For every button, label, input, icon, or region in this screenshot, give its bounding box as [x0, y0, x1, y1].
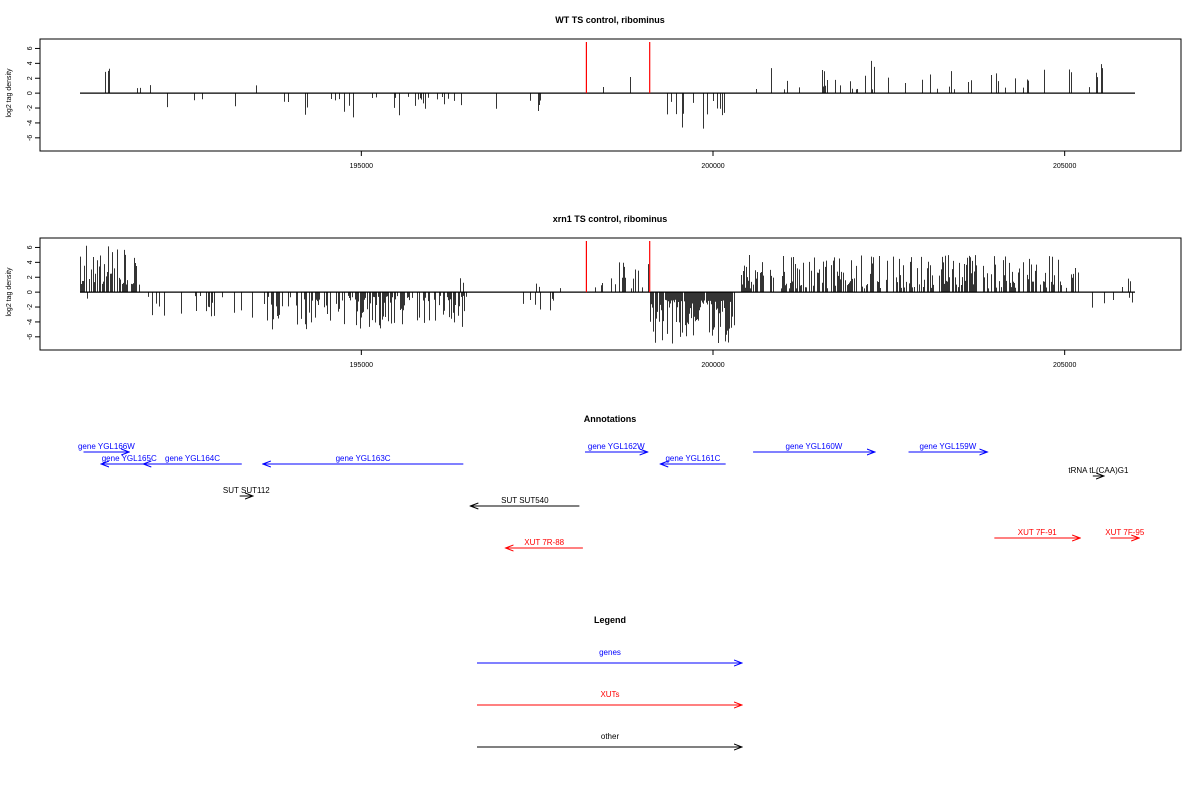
x-tick-label: 200000	[701, 362, 724, 369]
position-markers	[585, 42, 651, 94]
y-tick-label: 0	[27, 290, 34, 294]
y-tick-label: 4	[27, 260, 34, 264]
y-tick-label: 0	[27, 91, 34, 95]
plot-frame	[39, 38, 1182, 152]
feature-label: tRNA tL(CAA)G1	[1068, 466, 1129, 475]
position-markers	[585, 241, 651, 293]
legend-label: XUTs	[600, 690, 619, 699]
feature-label: gene YGL160W	[786, 442, 843, 451]
feature-list: gene YGL166W gene YGL165C gene YGL164C gene…	[78, 442, 1145, 548]
y-tick-label: 4	[27, 61, 34, 65]
x-tick-label: 205000	[1053, 163, 1076, 170]
y-tick-label: -6	[27, 135, 34, 141]
y-tick-label: 6	[27, 245, 34, 249]
xrn1-density-panel: xrn1 TS control, ribominus log2 tag dens…	[6, 214, 1182, 369]
y-axis-label: log2 tag density	[6, 68, 13, 118]
feature-label: XUT 7F-95	[1105, 528, 1145, 537]
feature-label: XUT 7F-91	[1018, 528, 1058, 537]
y-axis: -6 -4 -2 0 2 4 6	[27, 46, 41, 141]
y-tick-label: 2	[27, 76, 34, 80]
feature-label: gene YGL166W	[78, 442, 135, 451]
feature-label: SUT SUT112	[223, 486, 270, 495]
y-tick-label: -4	[27, 319, 34, 325]
feature-label: gene YGL161C	[665, 454, 720, 463]
feature-label: gene YGL164C	[165, 454, 220, 463]
wt-density-panel: WT TS control, ribominus log2 tag densit…	[6, 15, 1182, 170]
panel-title: WT TS control, ribominus	[555, 15, 665, 25]
y-tick-label: -6	[27, 334, 34, 340]
legend-items: genes XUTs other	[477, 648, 742, 747]
y-axis-label: log2 tag density	[6, 267, 13, 317]
x-axis: 195000 200000 205000	[350, 350, 1076, 369]
y-tick-label: -2	[27, 105, 34, 111]
feature-label: gene YGL162W	[588, 442, 645, 451]
x-tick-label: 200000	[701, 163, 724, 170]
y-axis: -6 -4 -2 0 2 4 6	[27, 245, 41, 340]
legend: Legend genes XUTs other	[477, 615, 742, 747]
legend-label: other	[601, 732, 620, 741]
density-bars	[80, 60, 1135, 129]
annotations-title: Annotations	[584, 414, 637, 424]
feature-label: gene YGL159W	[920, 442, 977, 451]
legend-label: genes	[599, 648, 621, 657]
feature-label: gene YGL163C	[336, 454, 391, 463]
feature-label: gene YGL165C	[102, 454, 157, 463]
y-tick-label: -2	[27, 304, 34, 310]
y-tick-label: 2	[27, 275, 34, 279]
x-tick-label: 195000	[350, 362, 373, 369]
y-tick-label: -4	[27, 120, 34, 126]
feature-label: SUT SUT540	[501, 496, 549, 505]
x-axis: 195000 200000 205000	[350, 151, 1076, 170]
y-tick-label: 6	[27, 46, 34, 50]
legend-title: Legend	[594, 615, 626, 625]
density-bars	[80, 245, 1135, 344]
panel-title: xrn1 TS control, ribominus	[553, 214, 668, 224]
feature-label: XUT 7R-88	[524, 538, 564, 547]
x-tick-label: 205000	[1053, 362, 1076, 369]
x-tick-label: 195000	[350, 163, 373, 170]
